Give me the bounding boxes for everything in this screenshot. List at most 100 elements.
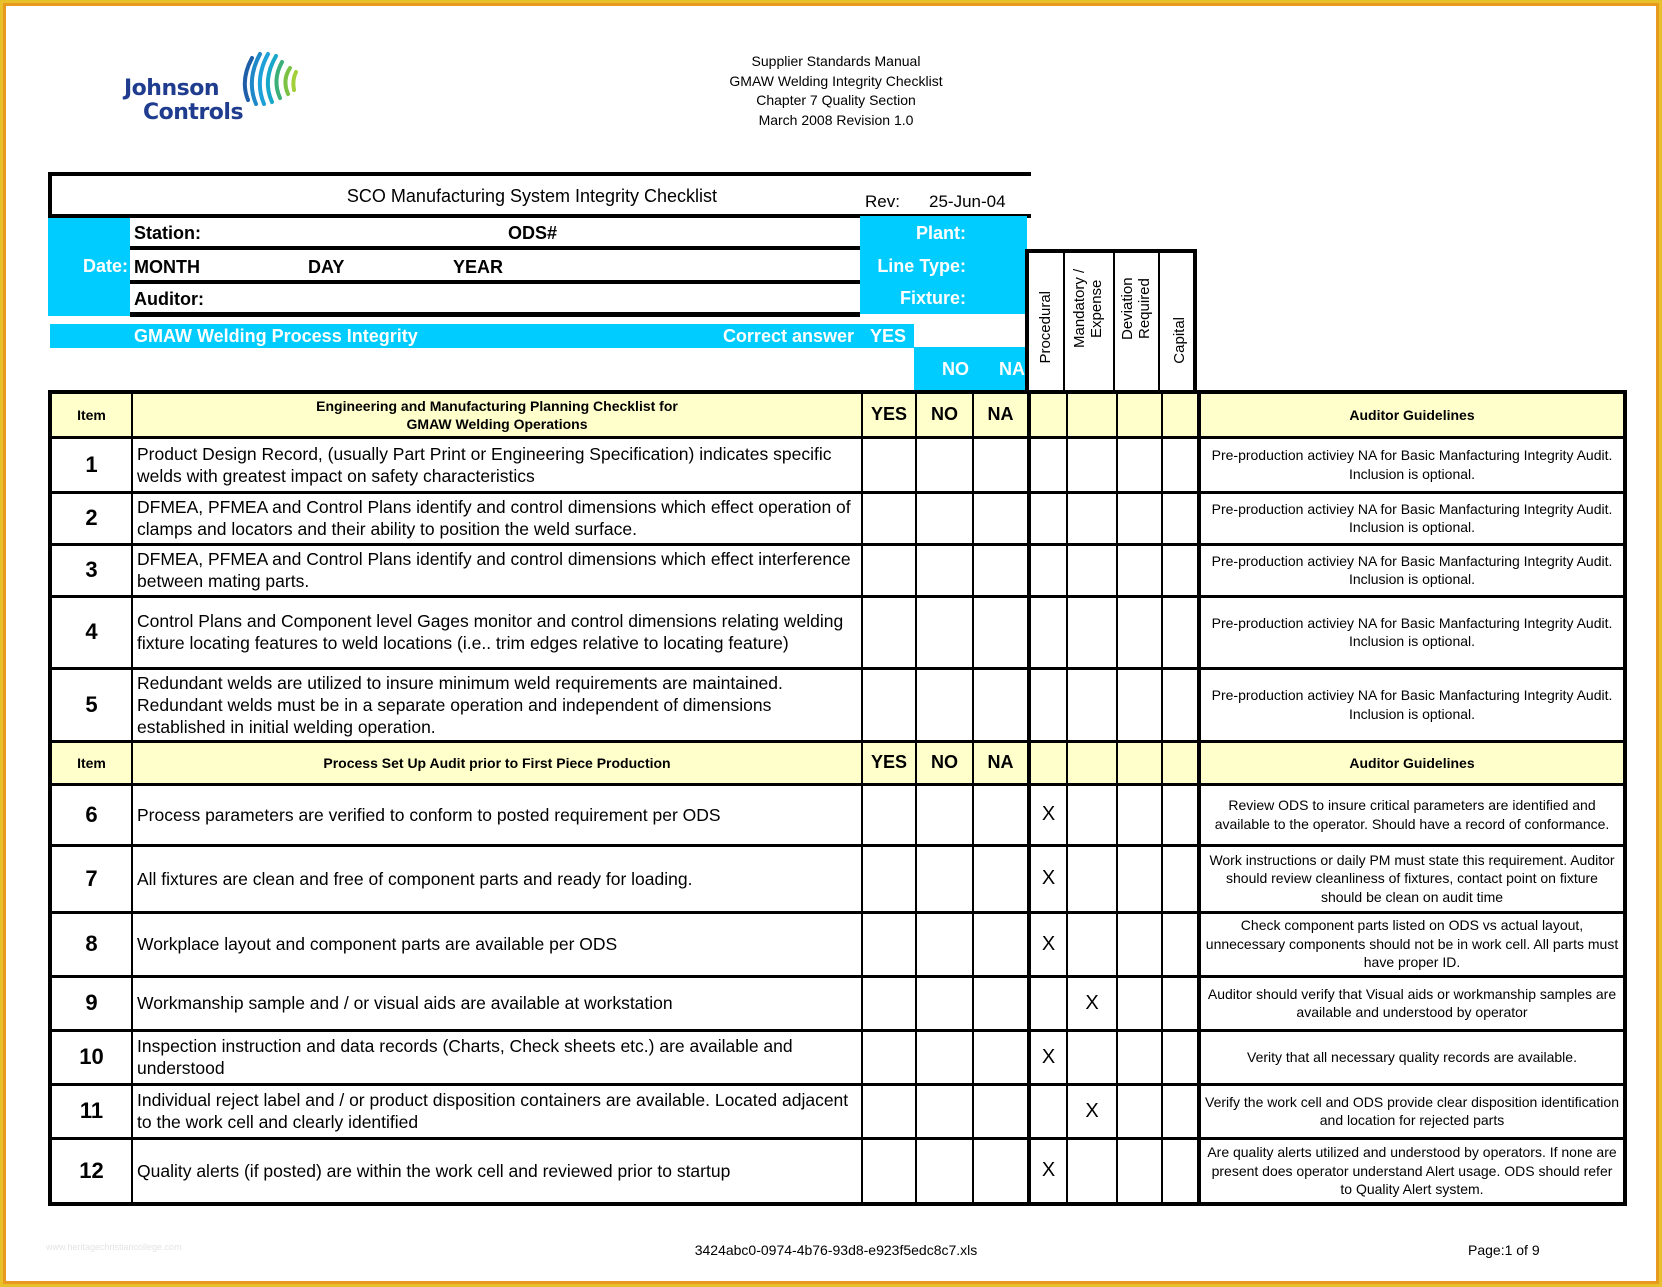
procedural-cell[interactable] <box>1027 974 1068 1032</box>
yes-answer-cell[interactable] <box>861 542 917 598</box>
no-answer-cell[interactable] <box>915 782 974 847</box>
na-answer-cell[interactable] <box>972 435 1030 494</box>
checklist-row: 12 Quality alerts (if posted) are within … <box>48 1136 1627 1206</box>
procedural-cell[interactable]: X <box>1027 910 1068 978</box>
checklist-row: 10 Inspection instruction and data record… <box>48 1028 1627 1086</box>
yes-column-header: YES <box>861 390 917 439</box>
procedural-cell[interactable]: X <box>1027 843 1068 914</box>
mandatory-expense-cell[interactable] <box>1066 666 1118 743</box>
no-answer-cell[interactable] <box>915 843 974 914</box>
na-answer-cell[interactable] <box>972 1136 1030 1206</box>
capital-cell[interactable] <box>1161 843 1200 914</box>
procedural-cell[interactable]: X <box>1027 1136 1068 1206</box>
na-answer-cell[interactable] <box>972 782 1030 847</box>
mandatory-expense-cell[interactable] <box>1066 1136 1118 1206</box>
yes-answer-cell[interactable] <box>861 666 917 743</box>
deviation-required-cell[interactable] <box>1116 1028 1163 1086</box>
mandatory-expense-cell[interactable]: X <box>1066 974 1118 1032</box>
deviation-required-cell[interactable] <box>1116 782 1163 847</box>
mandatory-expense-cell[interactable] <box>1066 594 1118 670</box>
capital-cell[interactable] <box>1161 1082 1200 1140</box>
deviation-required-cell[interactable] <box>1116 490 1163 546</box>
deviation-required-cell[interactable] <box>1116 1082 1163 1140</box>
capital-cell[interactable] <box>1161 435 1200 494</box>
procedural-cell[interactable]: X <box>1027 1028 1068 1086</box>
doc-header-line: March 2008 Revision 1.0 <box>758 112 914 128</box>
no-answer-cell[interactable] <box>915 1082 974 1140</box>
capital-cell[interactable] <box>1161 666 1200 743</box>
capital-cell[interactable] <box>1161 490 1200 546</box>
capital-cell[interactable] <box>1161 974 1200 1032</box>
na-answer-cell[interactable] <box>972 910 1030 978</box>
na-answer-cell[interactable] <box>972 666 1030 743</box>
yes-answer-cell[interactable] <box>861 1028 917 1086</box>
procedural-cell[interactable] <box>1027 490 1068 546</box>
procedural-cell[interactable] <box>1027 1082 1068 1140</box>
no-answer-cell[interactable] <box>915 435 974 494</box>
category-header-cell <box>1027 390 1068 439</box>
auditor-row[interactable]: Auditor: <box>130 284 860 317</box>
category-capital: Capital <box>1171 317 1188 364</box>
procedural-cell[interactable]: X <box>1027 782 1068 847</box>
yes-answer-cell[interactable] <box>861 594 917 670</box>
item-description: Individual reject label and / or product… <box>131 1082 863 1140</box>
yes-answer-cell[interactable] <box>861 974 917 1032</box>
no-answer-cell[interactable] <box>915 1136 974 1206</box>
na-answer-cell[interactable] <box>972 843 1030 914</box>
na-answer-cell[interactable] <box>972 542 1030 598</box>
deviation-required-cell[interactable] <box>1116 435 1163 494</box>
item-number: 1 <box>48 435 133 494</box>
procedural-cell[interactable] <box>1027 542 1068 598</box>
category-procedural: Procedural <box>1037 291 1054 364</box>
mandatory-expense-cell[interactable] <box>1066 910 1118 978</box>
deviation-required-cell[interactable] <box>1116 594 1163 670</box>
mandatory-expense-cell[interactable] <box>1066 782 1118 847</box>
deviation-required-cell[interactable] <box>1116 666 1163 743</box>
na-answer-cell[interactable] <box>972 490 1030 546</box>
na-answer-cell[interactable] <box>972 594 1030 670</box>
no-answer-cell[interactable] <box>915 910 974 978</box>
station-row[interactable]: Station: ODS# <box>130 218 860 250</box>
no-answer-cell[interactable] <box>915 1028 974 1086</box>
yes-answer-cell[interactable] <box>861 843 917 914</box>
yes-answer-cell[interactable] <box>861 1136 917 1206</box>
yes-answer-cell[interactable] <box>861 1082 917 1140</box>
mandatory-expense-cell[interactable]: X <box>1066 1082 1118 1140</box>
deviation-required-cell[interactable] <box>1116 974 1163 1032</box>
deviation-required-cell[interactable] <box>1116 910 1163 978</box>
procedural-cell[interactable] <box>1027 666 1068 743</box>
na-answer-cell[interactable] <box>972 1028 1030 1086</box>
capital-cell[interactable] <box>1161 594 1200 670</box>
deviation-required-cell[interactable] <box>1116 542 1163 598</box>
capital-cell[interactable] <box>1161 1028 1200 1086</box>
yes-answer-cell[interactable] <box>861 910 917 978</box>
station-label: Station: <box>134 223 201 243</box>
capital-cell[interactable] <box>1161 782 1200 847</box>
capital-cell[interactable] <box>1161 542 1200 598</box>
mandatory-expense-cell[interactable] <box>1066 435 1118 494</box>
deviation-required-cell[interactable] <box>1116 843 1163 914</box>
procedural-cell[interactable] <box>1027 435 1068 494</box>
no-answer-cell[interactable] <box>915 542 974 598</box>
no-answer-cell[interactable] <box>915 490 974 546</box>
na-answer-cell[interactable] <box>972 974 1030 1032</box>
yes-answer-cell[interactable] <box>861 782 917 847</box>
deviation-required-cell[interactable] <box>1116 1136 1163 1206</box>
yes-answer-cell[interactable] <box>861 435 917 494</box>
mandatory-expense-cell[interactable] <box>1066 490 1118 546</box>
na-answer-cell[interactable] <box>972 1082 1030 1140</box>
mandatory-expense-cell[interactable] <box>1066 542 1118 598</box>
no-answer-cell[interactable] <box>915 666 974 743</box>
no-answer-cell[interactable] <box>915 594 974 670</box>
date-row[interactable]: MONTH DAY YEAR <box>130 250 860 284</box>
capital-cell[interactable] <box>1161 1136 1200 1206</box>
category-mandatory-expense: Mandatory / Expense <box>1071 268 1105 349</box>
no-answer-cell[interactable] <box>915 974 974 1032</box>
mandatory-expense-cell[interactable] <box>1066 1028 1118 1086</box>
yes-answer-cell[interactable] <box>861 490 917 546</box>
procedural-cell[interactable] <box>1027 594 1068 670</box>
capital-cell[interactable] <box>1161 910 1200 978</box>
mandatory-expense-cell[interactable] <box>1066 843 1118 914</box>
logo-swirl-icon <box>242 52 298 106</box>
